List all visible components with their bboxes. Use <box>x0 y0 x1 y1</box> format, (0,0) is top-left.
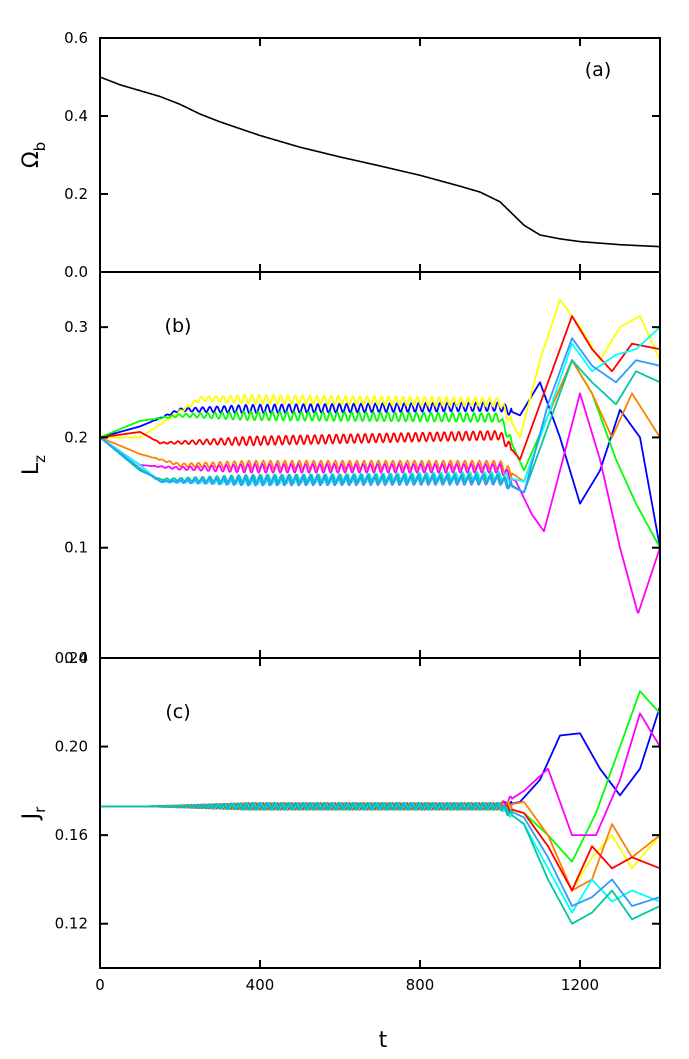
series-line-yellow <box>99 298 661 439</box>
y-tick-label: 0.0 <box>64 263 88 281</box>
series-line-red <box>99 315 661 461</box>
series-line-orange <box>99 800 661 892</box>
series-line-blue <box>99 381 661 548</box>
y-tick-label: 0.4 <box>64 107 88 125</box>
series-line-orange <box>99 359 661 483</box>
y-tick-label: 0.1 <box>64 539 88 557</box>
series-line-lightblue <box>99 337 661 494</box>
plots: 0.00.20.40.6(a)Ωb0.00.10.20.3 (b)Lz0.120.… <box>19 29 661 994</box>
y-tick-label: 0.20 <box>55 738 88 756</box>
y-axis-label-subscript: r <box>31 806 49 813</box>
series-line-magenta <box>99 712 661 837</box>
series-line-cyan <box>99 802 661 914</box>
y-axis-label-symbol: J <box>19 813 44 822</box>
plot-frame <box>99 657 661 969</box>
series-line-Omega_b <box>99 76 661 248</box>
y-tick-label: 0.24 <box>55 649 88 667</box>
y-axis-label-subscript: z <box>31 455 49 463</box>
x-tick-label: 800 <box>406 976 435 994</box>
y-axis-label-symbol: Ω <box>19 151 44 168</box>
series-line-red <box>99 802 661 892</box>
y-tick-label: 0.12 <box>55 915 88 933</box>
y-tick-label: 0.3 <box>64 318 88 336</box>
x-tick-label: 1200 <box>561 976 599 994</box>
y-tick-label: 0.0 <box>64 649 88 667</box>
panel-2: 0.12 0.16 0.20 0.24 0 400 800 1200 (c) Jr <box>19 649 661 994</box>
y-axis-label: Lz <box>19 455 49 475</box>
panel-1: 0.0 0.1 0.2 0.3 (b) Lz <box>19 271 661 667</box>
series-line-magenta <box>99 392 661 614</box>
panel-label: (b) <box>165 315 192 337</box>
y-axis-label-subscript: b <box>31 142 49 152</box>
x-tick-label: 400 <box>246 976 275 994</box>
x-tick-label: 0 <box>95 976 105 994</box>
series-line-teal <box>99 802 661 925</box>
plot-frame <box>99 37 661 273</box>
y-axis-label: Jr <box>19 806 49 822</box>
y-tick-label: 0.2 <box>64 185 88 203</box>
y-tick-label: 0.16 <box>55 826 88 844</box>
panel-0: 0.0 0.2 0.4 0.6 (a) Ωb <box>19 29 661 281</box>
panel-label: (c) <box>165 701 190 723</box>
panel-label: (a) <box>585 59 611 81</box>
y-tick-label: 0.6 <box>64 29 88 47</box>
series-line-green <box>99 359 661 549</box>
y-axis-label-symbol: L <box>19 462 44 475</box>
series-line-yellow <box>99 802 661 892</box>
y-tick-label: 0.2 <box>64 428 88 446</box>
y-axis-label: Ωb <box>19 142 49 168</box>
x-axis-label: t <box>379 1028 388 1053</box>
